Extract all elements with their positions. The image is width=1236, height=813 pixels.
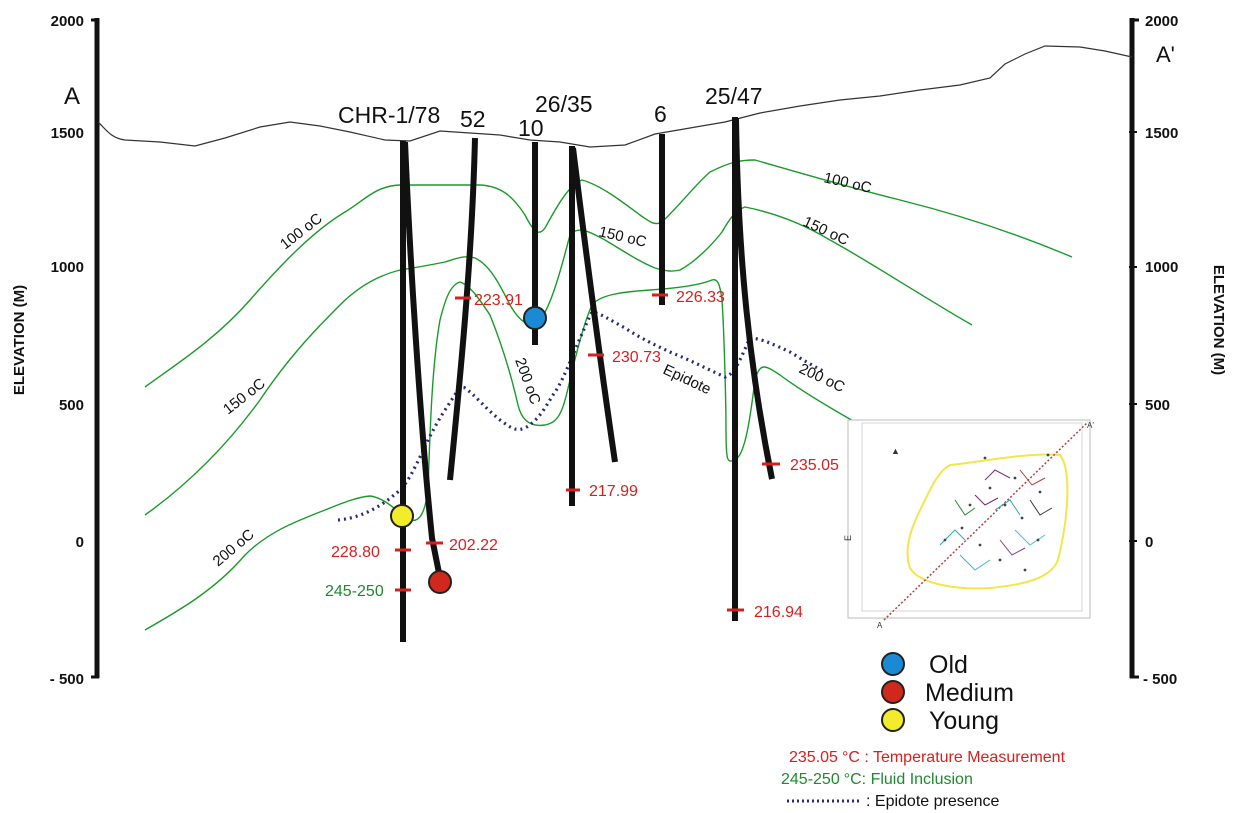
well-name-26-35: 26/35 bbox=[535, 91, 593, 117]
right-tick-minus500: - 500 bbox=[1143, 671, 1177, 688]
temp-value-216-94: 216.94 bbox=[754, 604, 803, 621]
isotherm-label-150-left: 150 oC bbox=[220, 375, 269, 418]
inset-area-outline bbox=[906, 453, 1069, 590]
legend-old-marker bbox=[881, 652, 905, 676]
isotherms bbox=[144, 159, 1073, 631]
isotherm-label-150-mid: 150 oC bbox=[597, 223, 648, 250]
temp-value-235-05: 235.05 bbox=[790, 457, 839, 474]
legend-old-label: Old bbox=[929, 651, 968, 679]
temp-value-230-73: 230.73 bbox=[612, 349, 661, 366]
wells bbox=[400, 117, 775, 642]
right-tick-500: 500 bbox=[1145, 397, 1170, 414]
inset-map: ▲ E A A' bbox=[843, 419, 1094, 630]
isotherm-150 bbox=[144, 206, 973, 516]
well-52 bbox=[447, 137, 478, 481]
right-tick-1000: 1000 bbox=[1145, 259, 1178, 276]
age-marker-young bbox=[390, 504, 414, 528]
temperature-markers bbox=[395, 293, 780, 612]
note-fluid-value: 245-250 bbox=[781, 771, 840, 788]
legend-medium-marker bbox=[881, 680, 905, 704]
isotherm-100 bbox=[144, 159, 1073, 388]
inset-north-arrow: ▲ bbox=[891, 446, 900, 456]
left-tick-1000: 1000 bbox=[51, 259, 84, 276]
right-elevation-axis: 2000 1500 1000 500 0 - 500 ELEVATION (M) bbox=[1129, 13, 1227, 688]
isotherm-200 bbox=[144, 278, 856, 631]
legend-young-marker bbox=[881, 708, 905, 732]
note-fluid-text: °C: Fluid Inclusion bbox=[844, 771, 973, 788]
temp-value-217-99: 217.99 bbox=[589, 483, 638, 500]
left-tick-minus500: - 500 bbox=[50, 671, 84, 688]
note-temperature-value: 235.05 bbox=[789, 749, 838, 766]
section-label-start: A bbox=[64, 83, 80, 110]
temp-value-202-22: 202.22 bbox=[449, 537, 498, 554]
legend-medium-label: Medium bbox=[925, 679, 1014, 707]
topography-line bbox=[97, 45, 1133, 148]
well-chr-1-78-deviated bbox=[402, 141, 443, 579]
left-tick-1500: 1500 bbox=[51, 125, 84, 142]
isotherm-label-100-right: 100 oC bbox=[822, 169, 873, 196]
well-26-35-deviated bbox=[570, 147, 618, 463]
well-name-6: 6 bbox=[654, 101, 667, 127]
right-axis-label: ELEVATION (M) bbox=[1210, 265, 1227, 375]
well-name-25-47: 25/47 bbox=[705, 83, 763, 109]
inset-section-end: A' bbox=[1087, 421, 1094, 430]
isotherm-label-150-right: 150 oC bbox=[800, 213, 851, 249]
left-axis-label: ELEVATION (M) bbox=[11, 285, 28, 395]
epidote-label: Epidote bbox=[660, 361, 713, 398]
note-temperature-text: °C : Temperature Measurement bbox=[842, 749, 1066, 766]
note-fluid-inclusion: 245-250 °C: Fluid Inclusion bbox=[781, 771, 973, 788]
inset-axis-mark: E bbox=[843, 535, 853, 541]
temp-value-228-80: 228.80 bbox=[331, 544, 380, 561]
left-tick-500: 500 bbox=[59, 397, 84, 414]
well-name-52: 52 bbox=[460, 106, 486, 132]
right-tick-2000: 2000 bbox=[1145, 13, 1178, 30]
note-epidote-text: : Epidote presence bbox=[866, 793, 1000, 810]
well-name-10: 10 bbox=[518, 115, 544, 141]
age-marker-old bbox=[523, 306, 547, 330]
epidote-boundary bbox=[337, 310, 826, 522]
temp-value-226-33: 226.33 bbox=[676, 289, 725, 306]
inset-section-line bbox=[883, 421, 1089, 621]
age-marker-medium bbox=[428, 570, 452, 594]
left-tick-0: 0 bbox=[76, 534, 84, 551]
left-tick-2000: 2000 bbox=[51, 13, 84, 30]
well-name-chr-1-78: CHR-1/78 bbox=[338, 102, 440, 128]
isotherm-label-200-left: 200 oC bbox=[210, 526, 258, 570]
left-elevation-axis: 2000 1500 1000 500 0 - 500 ELEVATION (M) bbox=[11, 13, 100, 688]
legend-young-label: Young bbox=[929, 707, 999, 735]
right-tick-0: 0 bbox=[1145, 534, 1153, 551]
right-tick-1500: 1500 bbox=[1145, 125, 1178, 142]
fluid-inclusion-value: 245-250 bbox=[325, 583, 384, 600]
temp-value-223-91: 223.91 bbox=[474, 292, 523, 309]
well-25-47-deviated bbox=[733, 117, 775, 480]
note-temperature: 235.05 °C : Temperature Measurement bbox=[789, 749, 1066, 766]
inset-well-points bbox=[943, 453, 1050, 572]
inset-section-start: A bbox=[877, 621, 883, 630]
section-label-end: A' bbox=[1156, 42, 1175, 67]
